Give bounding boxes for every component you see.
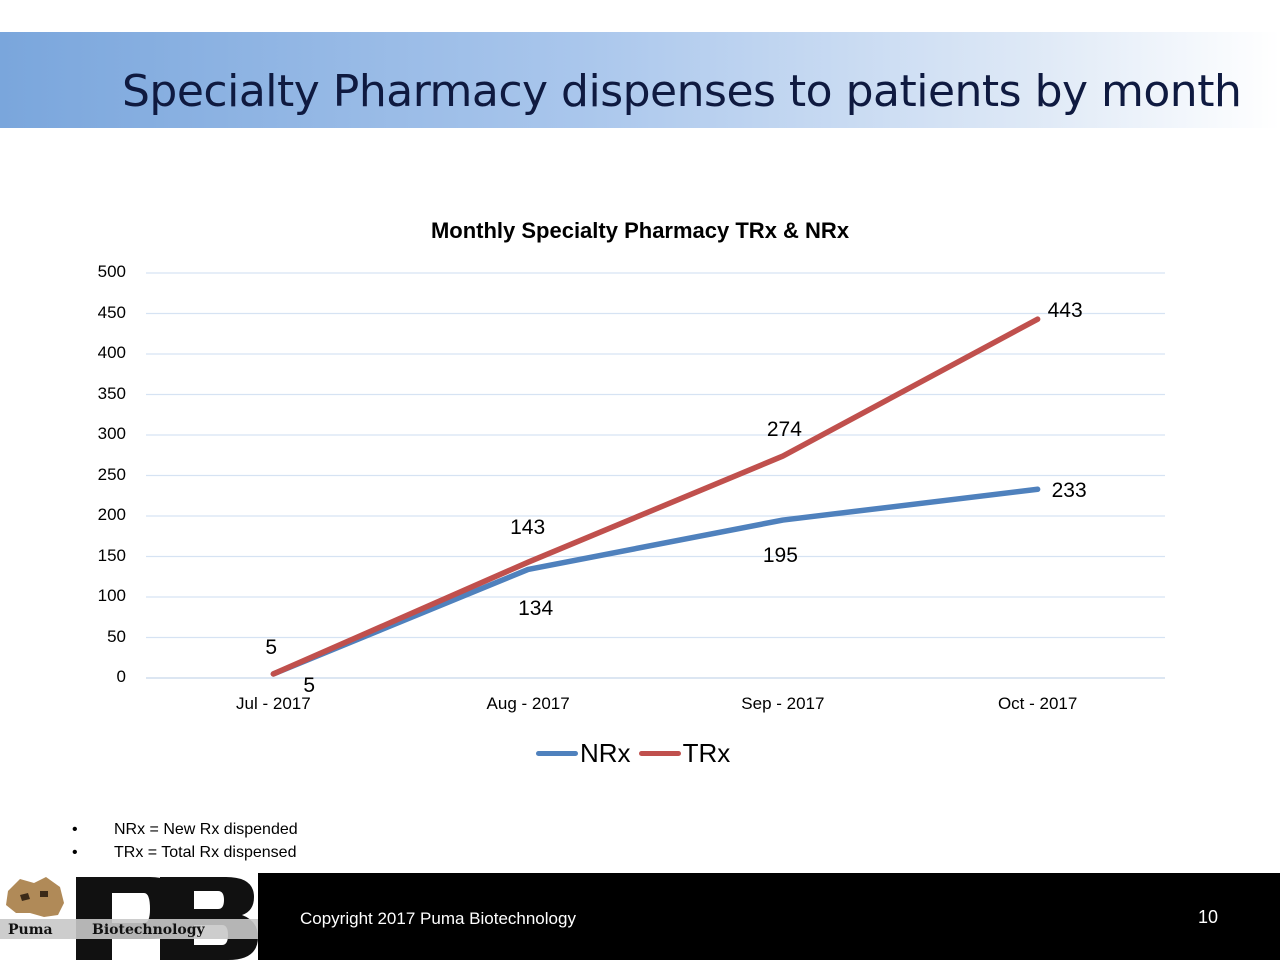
series-line-trx [270,316,1041,677]
y-tick-label: 50 [107,626,126,646]
y-tick-label: 500 [97,262,126,281]
data-label-nrx: 195 [762,544,798,568]
footer-bar: Puma Biotechnology Copyright 2017 Puma B… [0,873,1280,960]
data-label-trx: 274 [766,418,802,442]
data-label-trx: 143 [510,516,546,540]
puma-biotechnology-logo: Puma Biotechnology [0,873,258,960]
y-tick-label: 0 [116,667,126,686]
svg-text:Puma: Puma [8,922,53,938]
bullet: • [72,820,78,838]
legend-label-nrx: NRx [580,738,631,768]
series-line-nrx [270,486,1041,677]
legend-swatch-trx [638,751,681,756]
legend-item-nrx: NRx [536,738,631,769]
y-tick-label: 350 [97,383,126,403]
y-tick-label: 200 [97,505,126,524]
chart-title: Monthly Specialty Pharmacy TRx & NRx [430,218,850,243]
x-tick-label: Jul - 2017 [236,694,311,713]
chart-legend: NRx TRx [536,738,738,769]
footnote-text: TRx = Total Rx dispensed [114,843,297,861]
footnotes: • NRx = New Rx dispended • TRx = Total R… [72,818,298,864]
footnote-nrx: • NRx = New Rx dispended [72,818,298,841]
y-tick-label: 400 [97,343,126,362]
title-band [0,32,1280,128]
copyright-text: Copyright 2017 Puma Biotechnology [300,909,576,928]
bullet: • [72,843,78,861]
svg-text:Biotechnology: Biotechnology [92,922,206,938]
legend-item-trx: TRx [638,738,731,769]
y-tick-label: 450 [97,302,126,322]
y-tick-label: 300 [97,424,126,443]
footnote-text: NRx = New Rx dispended [114,820,298,838]
data-label-trx: 5 [265,635,278,659]
legend-swatch-nrx [536,751,578,756]
data-label-nrx: 134 [518,597,554,621]
footnote-trx: • TRx = Total Rx dispensed [72,841,298,864]
x-tick-label: Oct - 2017 [997,694,1078,713]
data-label-nrx: 5 [303,673,316,697]
legend-label-trx: TRx [682,738,731,768]
x-tick-label: Aug - 2017 [486,694,570,713]
page-number: 10 [1197,907,1218,927]
x-tick-label: Sep - 2017 [741,694,825,713]
data-label-trx: 443 [1047,299,1083,323]
y-tick-label: 100 [97,586,126,605]
y-tick-label: 150 [97,545,126,565]
data-label-nrx: 233 [1051,479,1087,503]
y-tick-label: 250 [97,464,126,484]
slide-title: Specialty Pharmacy dispenses to patients… [122,66,1242,117]
